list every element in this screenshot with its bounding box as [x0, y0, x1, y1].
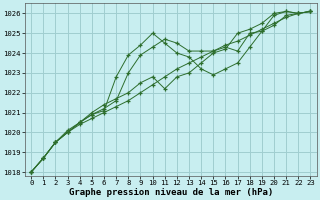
X-axis label: Graphe pression niveau de la mer (hPa): Graphe pression niveau de la mer (hPa)	[69, 188, 273, 197]
